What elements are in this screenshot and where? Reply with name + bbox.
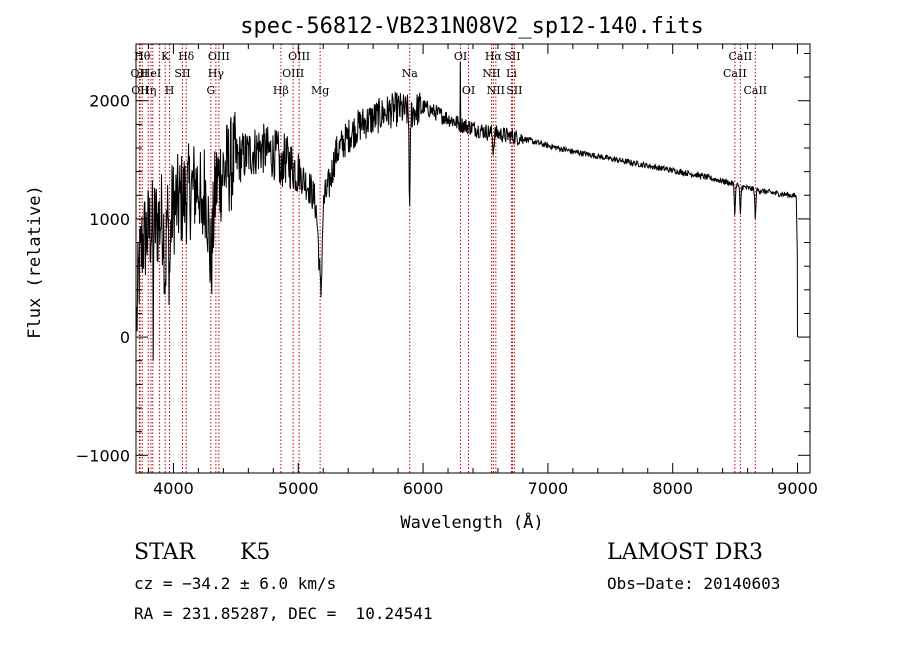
line-marker-label-4: HeI <box>141 67 161 80</box>
line-marker-label-8: H <box>165 84 175 97</box>
line-marker-label-14: Hβ <box>273 84 289 97</box>
y-tick-label-2: 1000 <box>89 210 130 229</box>
line-marker-label-18: Na <box>402 67 419 80</box>
x-tick-label-5: 9000 <box>777 479 818 498</box>
x-tick-label-2: 6000 <box>403 479 444 498</box>
line-marker-label-29: CaII <box>743 84 767 97</box>
plot-frame <box>135 43 811 474</box>
line-marker-label-11: G <box>206 84 215 97</box>
line-marker-label-13: OIII <box>208 50 230 63</box>
x-tick-label-4: 8000 <box>652 479 693 498</box>
line-marker-label-10: Hδ <box>178 50 195 63</box>
line-marker-label-22: Hα <box>485 50 503 63</box>
object-subclass: K5 <box>240 540 271 565</box>
line-marker-label-23: NII <box>487 84 505 97</box>
line-marker-label-28: CaII <box>729 50 753 63</box>
redshift-readout: cz = −34.2 ± 6.0 km/s <box>134 574 337 593</box>
x-tick-label-0: 4000 <box>153 479 194 498</box>
y-axis-label: Flux (relative) <box>25 185 45 339</box>
y-tick-label-0: −1000 <box>76 446 130 465</box>
object-class: STAR <box>134 540 195 565</box>
line-marker-label-19: OI <box>454 50 467 63</box>
line-marker-label-3: Hη <box>140 84 156 97</box>
line-marker-label-0: OII <box>131 67 149 80</box>
x-tick-label-3: 7000 <box>528 479 569 498</box>
line-marker-label-24: Li <box>506 67 517 80</box>
survey-name: LAMOST DR3 <box>607 540 763 565</box>
line-marker-label-17: Mg <box>311 84 329 97</box>
x-axis-label: Wavelength (Å) <box>400 511 543 533</box>
y-tick-label-1: 0 <box>120 328 130 347</box>
line-marker-label-9: SII <box>174 67 190 80</box>
observation-date: Obs−Date: 20140603 <box>607 574 781 593</box>
chart-title: spec-56812-VB231N08V2_sp12-140.fits <box>240 14 704 39</box>
line-marker-label-2: Hθ <box>134 50 151 63</box>
y-tick-label-3: 2000 <box>89 92 130 111</box>
spectrum-series-line <box>136 61 798 361</box>
line-marker-label-16: OIII <box>288 50 310 63</box>
line-marker-label-15: OIII <box>282 67 304 80</box>
line-marker-label-12: Hγ <box>208 67 225 80</box>
line-marker-label-27: CaII <box>723 67 747 80</box>
x-tick-label-1: 5000 <box>278 479 319 498</box>
line-marker-label-21: NII <box>482 67 500 80</box>
line-marker-label-20: OI <box>462 84 475 97</box>
sky-coordinates: RA = 231.85287, DEC = 10.24541 <box>134 604 433 623</box>
line-marker-label-7: K <box>161 50 170 63</box>
line-marker-label-25: SII <box>504 50 520 63</box>
line-marker-label-26: SII <box>506 84 522 97</box>
